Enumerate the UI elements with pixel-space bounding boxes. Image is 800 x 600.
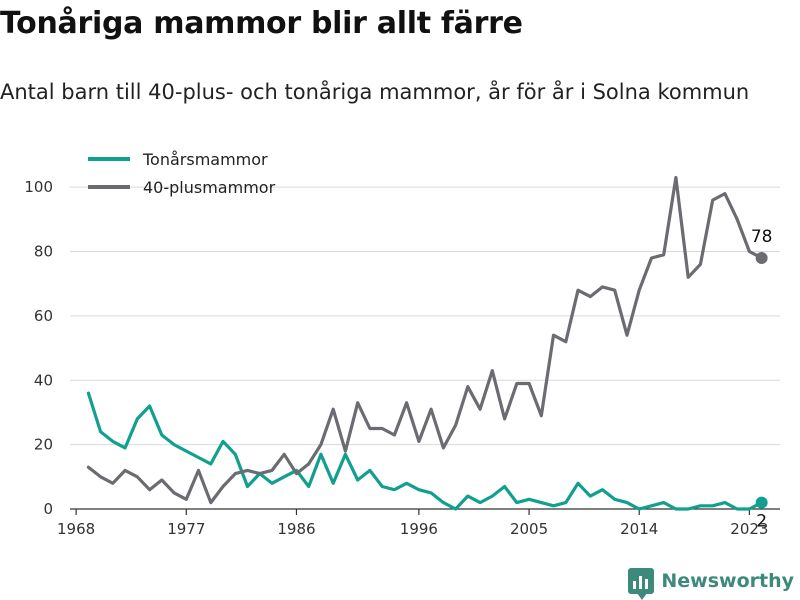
series-line-ton-rsmammor <box>86 391 764 511</box>
x-axis: 1968 1977 1986 1996 2005 2014 2023 <box>57 508 780 538</box>
x-tick-label: 2023 <box>730 520 768 538</box>
y-tick-label: 20 <box>34 436 53 454</box>
x-tick-label: 1986 <box>277 520 315 538</box>
bar-chart-logo-icon <box>628 568 655 600</box>
y-axis: 0 20 40 60 80 100 <box>24 178 53 518</box>
chart-subtitle: Antal barn till 40-plus- och tonåriga ma… <box>0 80 750 104</box>
end-value-label-40-plusmammor: 78 <box>751 227 773 247</box>
y-tick-label: 60 <box>34 307 53 325</box>
endpoint-marker-40-plusmammor <box>755 251 768 264</box>
gridlines <box>70 186 780 446</box>
x-tick-label: 1968 <box>57 520 95 538</box>
series-endpoints: 2 78 <box>751 227 773 532</box>
series-lines <box>86 175 764 511</box>
y-tick-label: 100 <box>24 178 53 196</box>
y-tick-label: 40 <box>34 371 53 389</box>
end-value-label-ton-rsmammor: 2 <box>756 512 767 532</box>
x-tick-label: 1996 <box>400 520 438 538</box>
legend-label-tonarsmammor: Tonårsmammor <box>142 150 268 169</box>
brand-name: Newsworthy <box>661 570 794 592</box>
legend: Tonårsmammor 40-plusmammor <box>88 150 276 197</box>
y-tick-label: 80 <box>34 243 53 261</box>
series-line-40-plusmammor <box>86 175 764 505</box>
x-tick-label: 2014 <box>620 520 658 538</box>
y-tick-label: 0 <box>43 500 53 518</box>
x-tick-label: 1977 <box>167 520 205 538</box>
legend-label-40-plusmammor: 40-plusmammor <box>143 178 276 197</box>
endpoint-marker-ton-rsmammor <box>755 496 768 509</box>
newsworthy-logo: Newsworthy <box>628 568 794 600</box>
chart-title: Tonåriga mammor blir allt färre <box>0 6 523 41</box>
x-tick-label: 2005 <box>510 520 548 538</box>
